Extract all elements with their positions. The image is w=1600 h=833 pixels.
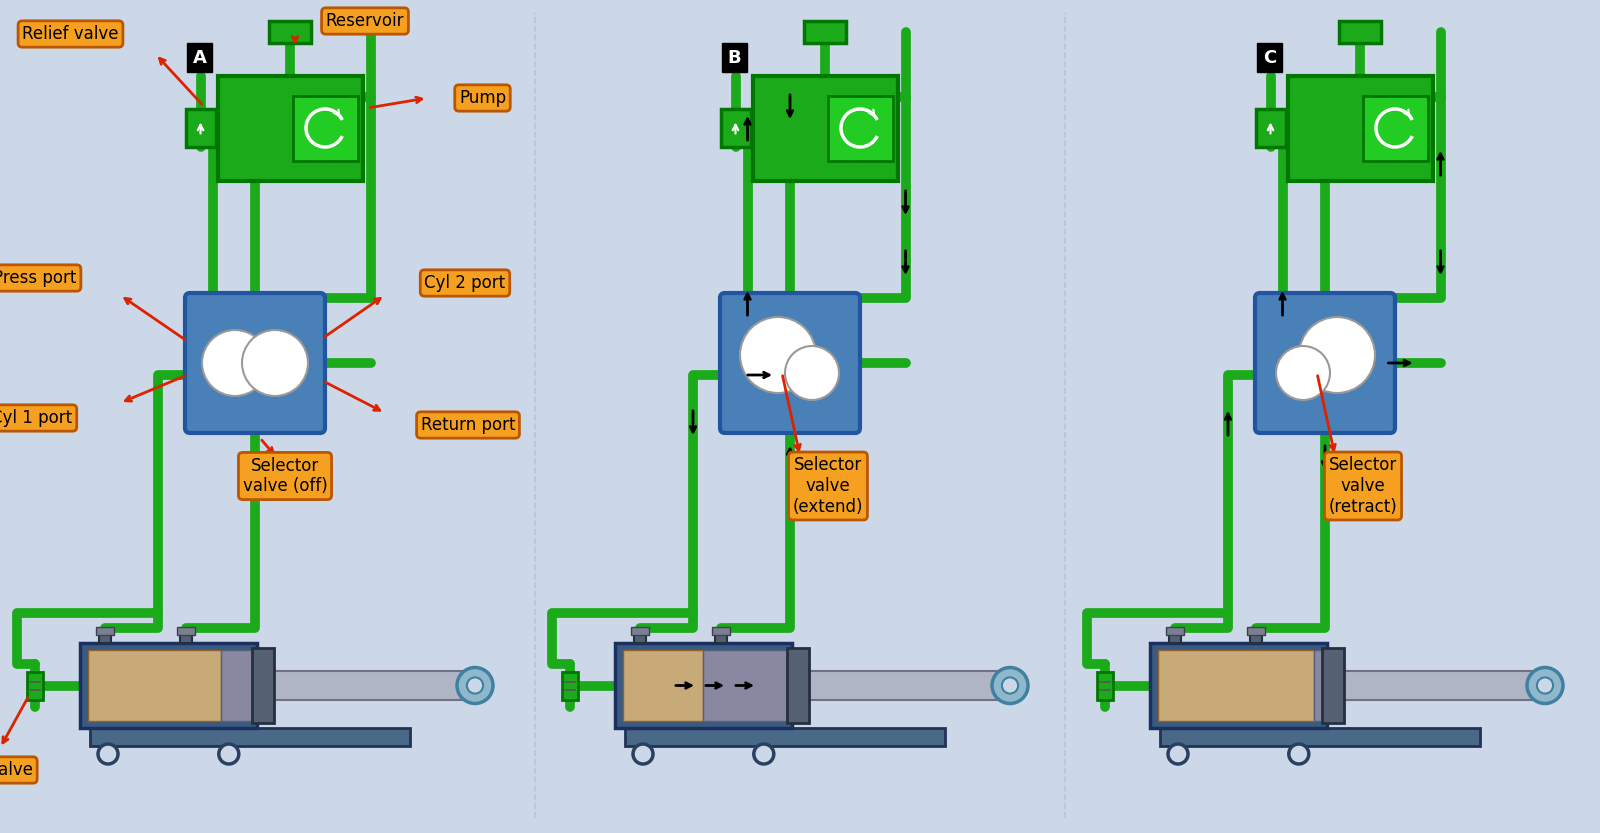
Circle shape: [467, 677, 483, 694]
FancyBboxPatch shape: [1250, 629, 1262, 643]
FancyBboxPatch shape: [256, 671, 480, 701]
FancyBboxPatch shape: [27, 671, 43, 700]
FancyBboxPatch shape: [1158, 650, 1314, 721]
FancyBboxPatch shape: [712, 627, 730, 635]
FancyBboxPatch shape: [562, 671, 578, 700]
FancyBboxPatch shape: [1166, 627, 1184, 635]
Text: A: A: [192, 48, 206, 67]
FancyBboxPatch shape: [1150, 643, 1326, 728]
FancyBboxPatch shape: [827, 96, 893, 161]
FancyBboxPatch shape: [1170, 629, 1181, 643]
Circle shape: [458, 667, 493, 704]
FancyBboxPatch shape: [1326, 671, 1550, 701]
Circle shape: [754, 744, 774, 764]
Text: Press port: Press port: [0, 269, 77, 287]
Text: Return port: Return port: [421, 416, 515, 434]
FancyBboxPatch shape: [178, 627, 195, 635]
FancyBboxPatch shape: [1160, 728, 1480, 746]
Text: Thermal relief valve: Thermal relief valve: [0, 761, 34, 779]
Circle shape: [98, 744, 118, 764]
FancyBboxPatch shape: [622, 650, 702, 721]
FancyBboxPatch shape: [720, 109, 750, 147]
FancyBboxPatch shape: [293, 96, 357, 161]
Circle shape: [786, 346, 838, 400]
Circle shape: [202, 330, 269, 396]
FancyBboxPatch shape: [269, 21, 310, 43]
FancyBboxPatch shape: [1098, 671, 1114, 700]
FancyBboxPatch shape: [251, 648, 274, 723]
FancyBboxPatch shape: [702, 650, 792, 721]
Circle shape: [1002, 677, 1018, 694]
FancyBboxPatch shape: [99, 629, 110, 643]
Circle shape: [242, 330, 307, 396]
Text: C: C: [1262, 48, 1277, 67]
Text: Relief valve: Relief valve: [22, 25, 118, 43]
Circle shape: [1290, 744, 1309, 764]
Text: Selector
valve (off): Selector valve (off): [243, 456, 328, 496]
FancyBboxPatch shape: [626, 728, 946, 746]
FancyBboxPatch shape: [88, 650, 221, 721]
FancyBboxPatch shape: [1339, 21, 1381, 43]
FancyBboxPatch shape: [720, 293, 861, 433]
Circle shape: [1538, 677, 1554, 694]
FancyBboxPatch shape: [96, 627, 114, 635]
FancyBboxPatch shape: [1256, 109, 1285, 147]
FancyBboxPatch shape: [1254, 293, 1395, 433]
FancyBboxPatch shape: [715, 629, 726, 643]
FancyBboxPatch shape: [805, 21, 846, 43]
Circle shape: [1168, 744, 1187, 764]
Circle shape: [634, 744, 653, 764]
Text: Cyl 2 port: Cyl 2 port: [424, 274, 506, 292]
Text: B: B: [728, 48, 741, 67]
Circle shape: [739, 317, 816, 393]
FancyBboxPatch shape: [792, 671, 1014, 701]
FancyBboxPatch shape: [752, 76, 898, 181]
Circle shape: [219, 744, 238, 764]
FancyBboxPatch shape: [787, 648, 808, 723]
FancyBboxPatch shape: [80, 643, 256, 728]
Circle shape: [1277, 346, 1330, 400]
FancyBboxPatch shape: [181, 629, 192, 643]
FancyBboxPatch shape: [634, 629, 646, 643]
FancyBboxPatch shape: [1363, 96, 1427, 161]
FancyBboxPatch shape: [186, 293, 325, 433]
FancyBboxPatch shape: [218, 76, 363, 181]
FancyBboxPatch shape: [630, 627, 650, 635]
FancyBboxPatch shape: [1322, 648, 1344, 723]
FancyBboxPatch shape: [1288, 76, 1432, 181]
Text: Reservoir: Reservoir: [326, 12, 405, 30]
FancyBboxPatch shape: [1314, 650, 1326, 721]
Text: Selector
valve
(extend): Selector valve (extend): [792, 456, 864, 516]
Text: Pump: Pump: [459, 89, 506, 107]
Circle shape: [1299, 317, 1374, 393]
Text: Selector
valve
(retract): Selector valve (retract): [1328, 456, 1397, 516]
Circle shape: [1526, 667, 1563, 704]
Text: Cyl 1 port: Cyl 1 port: [0, 409, 72, 427]
FancyBboxPatch shape: [614, 643, 792, 728]
Circle shape: [992, 667, 1027, 704]
FancyBboxPatch shape: [186, 109, 216, 147]
FancyBboxPatch shape: [1246, 627, 1266, 635]
FancyBboxPatch shape: [90, 728, 410, 746]
FancyBboxPatch shape: [221, 650, 256, 721]
